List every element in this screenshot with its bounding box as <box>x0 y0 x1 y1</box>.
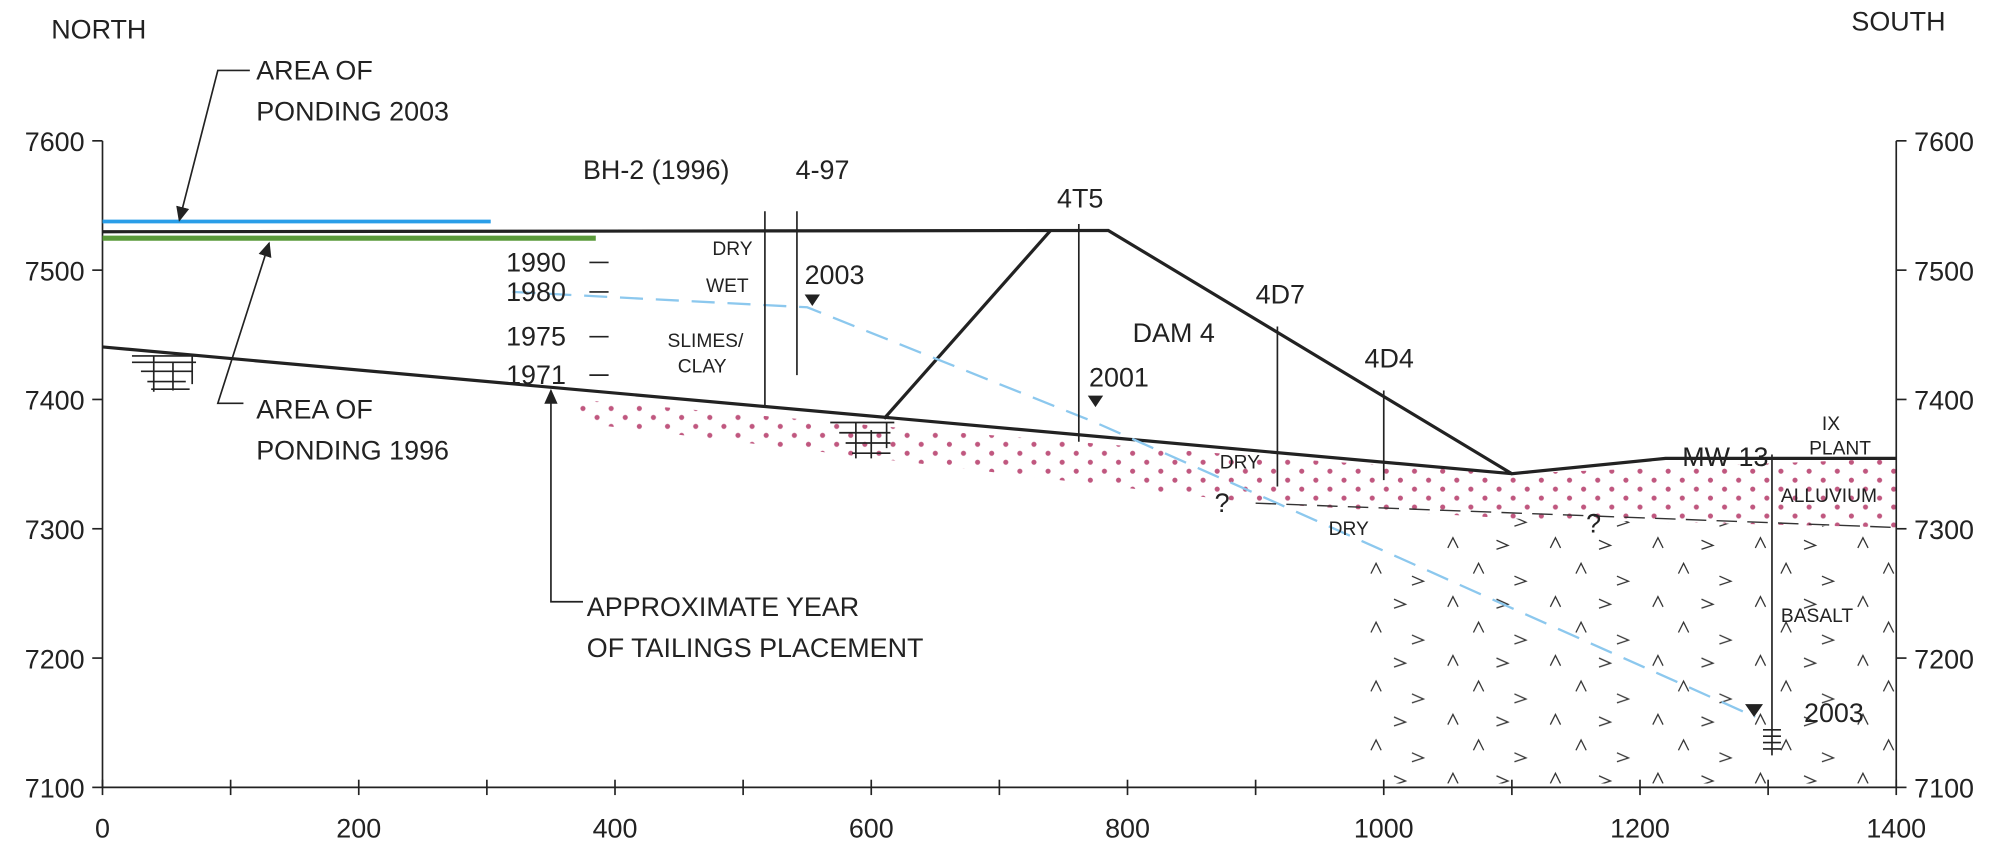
y-tick-label: 7300 <box>25 515 85 545</box>
y-tick-label: 7100 <box>25 774 85 804</box>
y-tick-label: 7600 <box>1914 127 1974 157</box>
x-tick-label: 200 <box>336 813 381 843</box>
y-tick-label: 7200 <box>25 644 85 674</box>
y-tick-label: 7100 <box>1914 774 1974 804</box>
label: 4T5 <box>1057 183 1103 213</box>
cross-section: NORTH SOUTH AREA OF PONDING 2003 AREA OF… <box>0 0 2009 845</box>
y-tick-label: 7400 <box>1914 386 1974 416</box>
label: MW-13 <box>1682 442 1768 472</box>
x-tick-label: 1200 <box>1610 813 1670 843</box>
x-tick-label: 1400 <box>1866 813 1926 843</box>
label: APPROXIMATE YEAR <box>587 592 859 622</box>
year-tick <box>589 262 608 375</box>
x-tick-label: 400 <box>593 813 638 843</box>
label: 4-97 <box>796 155 850 185</box>
leader <box>218 243 269 403</box>
dam-upstream-face <box>884 230 1051 418</box>
north-label: NORTH <box>51 14 146 44</box>
label: DRY <box>1220 453 1260 474</box>
label: IX <box>1822 414 1840 435</box>
label: SLIMES/ <box>668 331 744 352</box>
year: 1975 <box>506 322 566 352</box>
y-tick-label: 7600 <box>25 127 85 157</box>
y-tick-label: 7200 <box>1914 644 1974 674</box>
basalt-fill <box>1358 519 1896 784</box>
label: DAM 4 <box>1133 318 1215 348</box>
label: ? <box>1215 488 1230 518</box>
label: DRY <box>1329 519 1369 540</box>
x-tick-label: 1000 <box>1354 813 1414 843</box>
label: 2003 <box>1804 698 1864 728</box>
x-tick-label: 0 <box>95 813 110 843</box>
y-tick-label: 7500 <box>25 256 85 286</box>
label: 4D4 <box>1365 343 1414 373</box>
label: OF TAILINGS PLACEMENT <box>587 633 924 663</box>
label: ALLUVIUM <box>1781 486 1877 507</box>
year: 1980 <box>506 277 566 307</box>
label: CLAY <box>678 357 727 378</box>
label: PLANT <box>1809 439 1871 460</box>
y-tick-label: 7500 <box>1914 256 1974 286</box>
label: WET <box>706 276 749 297</box>
label: 4D7 <box>1256 279 1305 309</box>
y-tick-label: 7300 <box>1914 515 1974 545</box>
page: NORTH SOUTH AREA OF PONDING 2003 AREA OF… <box>0 0 2009 845</box>
label: AREA OF <box>256 55 373 85</box>
south-label: SOUTH <box>1851 7 1945 37</box>
label: PONDING 1996 <box>256 436 449 466</box>
x-tick-label: 600 <box>849 813 894 843</box>
label: BASALT <box>1781 606 1854 627</box>
y-tick-label: 7400 <box>25 386 85 416</box>
leader <box>179 70 249 220</box>
label: 2003 <box>805 260 865 290</box>
label: PONDING 2003 <box>256 96 449 126</box>
year: 1990 <box>506 247 566 277</box>
x-tick-label: 800 <box>1105 813 1150 843</box>
year: 1971 <box>506 360 566 390</box>
label: 2001 <box>1089 363 1149 393</box>
label: AREA OF <box>256 395 373 425</box>
label: BH-2 (1996) <box>583 155 729 185</box>
label: ? <box>1586 509 1601 539</box>
label: DRY <box>712 239 752 260</box>
